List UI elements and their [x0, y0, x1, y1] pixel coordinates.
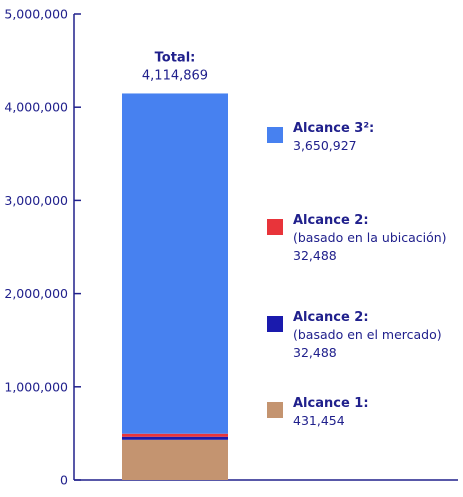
y-tick-label: 3,000,000: [4, 193, 68, 208]
legend-value: 32,488: [293, 345, 337, 360]
legend-subtitle: (basado en la ubicación): [293, 230, 447, 245]
bar-segment: [122, 93, 228, 434]
total-label: Total: 4,114,869: [142, 50, 208, 83]
legend-value: 431,454: [293, 413, 345, 428]
legend-subtitle: (basado en el mercado): [293, 327, 442, 342]
legend-title: Alcance 3²:: [293, 121, 374, 136]
legend-title: Alcance 2:: [293, 213, 369, 228]
y-tick-label: 5,000,000: [4, 7, 68, 22]
y-tick-label: 2,000,000: [4, 286, 68, 301]
legend-value: 3,650,927: [293, 138, 357, 153]
bar-segments: [122, 93, 228, 480]
legend-value: 32,488: [293, 248, 337, 263]
legend-swatch: [267, 127, 283, 143]
y-tick-label: 4,000,000: [4, 100, 68, 115]
y-tick-label: 1,000,000: [4, 379, 68, 394]
legend: Alcance 3²: 3,650,927 Alcance 2: (basado en…: [267, 121, 447, 428]
legend-swatch: [267, 402, 283, 418]
legend-title: Alcance 1:: [293, 396, 369, 411]
bar-segment: [122, 436, 228, 440]
bar-segment: [122, 433, 228, 437]
legend-swatch: [267, 219, 283, 235]
total-title: Total:: [155, 50, 196, 65]
y-tick-label: 0: [60, 473, 68, 488]
y-axis: 0 1,000,000 2,000,000 3,000,000 4,000,000 5,0…: [4, 7, 458, 488]
total-value: 4,114,869: [142, 68, 208, 83]
legend-title: Alcance 2:: [293, 310, 369, 325]
bar-segment: [122, 439, 228, 480]
legend-swatch: [267, 316, 283, 332]
